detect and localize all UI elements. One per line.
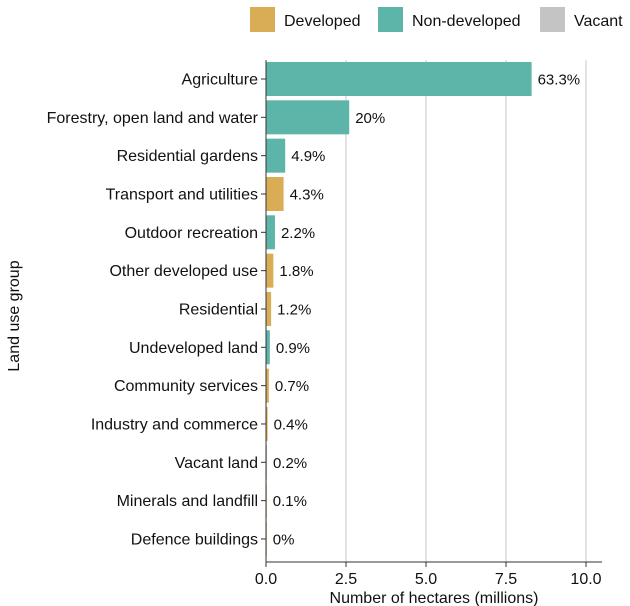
- bar-data-label: 1.2%: [277, 301, 311, 318]
- category-label: Community services: [114, 378, 258, 395]
- bar-community-services: [266, 368, 269, 403]
- axes: [261, 60, 602, 567]
- bar-data-label: 0.2%: [273, 455, 307, 472]
- category-label: Residential: [179, 301, 258, 318]
- legend-swatch: [378, 7, 403, 32]
- legend: Developed Non-developed Vacant: [250, 7, 623, 32]
- bar-transport-and-utilities: [266, 176, 284, 211]
- bar-data-label: 0.9%: [276, 340, 310, 357]
- bar-data-label: 0.7%: [275, 378, 309, 395]
- y-axis-title: Land use group: [6, 260, 23, 371]
- bar-undeveloped-land: [266, 330, 270, 365]
- bar-industry-and-commerce: [266, 406, 268, 441]
- category-label: Residential gardens: [117, 148, 258, 165]
- category-label: Minerals and landfill: [117, 493, 258, 510]
- category-label: Agriculture: [182, 72, 259, 89]
- bar-data-label: 2.2%: [281, 225, 315, 242]
- bar-data-label: 20%: [355, 110, 385, 127]
- bar-data-label: 0%: [273, 531, 295, 548]
- bar-residential-gardens: [266, 138, 286, 173]
- category-label: Vacant land: [175, 455, 258, 472]
- bar-agriculture: [266, 62, 532, 96]
- category-label: Transport and utilities: [106, 186, 258, 203]
- bar-data-label: 0.1%: [273, 493, 307, 510]
- category-label: Defence buildings: [131, 531, 258, 548]
- gridlines: [345, 60, 587, 562]
- x-tick-labels: 0.0 2.5 5.0 7.5 10.0: [255, 571, 602, 588]
- bar-data-label: 0.4%: [274, 416, 308, 433]
- bar-residential: [266, 291, 272, 326]
- category-label: Outdoor recreation: [125, 225, 258, 242]
- x-tick-label: 10.0: [570, 571, 601, 588]
- bar-data-label: 1.8%: [279, 263, 313, 280]
- bar-forestry-open-land-and-water: [266, 100, 350, 135]
- bar-outdoor-recreation: [266, 215, 275, 250]
- data-labels: 63.3% 20% 4.9% 4.3% 2.2% 1.8% 1.2% 0.9% 0.7% 0.4%…: [273, 72, 580, 549]
- bar-data-label: 63.3%: [538, 72, 581, 89]
- x-tick-label: 2.5: [335, 571, 357, 588]
- legend-label: Vacant: [574, 13, 623, 30]
- category-label: Undeveloped land: [129, 340, 258, 357]
- bar-data-label: 4.3%: [290, 186, 324, 203]
- category-label: Forestry, open land and water: [47, 110, 259, 127]
- category-label: Industry and commerce: [91, 416, 258, 433]
- x-tick-label: 7.5: [495, 571, 517, 588]
- legend-swatch: [250, 7, 275, 32]
- x-tick-label: 5.0: [415, 571, 437, 588]
- legend-label: Non-developed: [412, 13, 521, 30]
- x-tick-label: 0.0: [255, 571, 277, 588]
- category-label: Other developed use: [109, 263, 258, 280]
- legend-label: Developed: [284, 13, 361, 30]
- bar-other-developed-use: [266, 253, 274, 288]
- bars: [266, 62, 532, 556]
- category-labels: Agriculture Forestry, open land and water…: [47, 72, 259, 549]
- x-axis-title: Number of hectares (millions): [330, 590, 539, 606]
- legend-swatch: [540, 7, 565, 32]
- bar-data-label: 4.9%: [291, 148, 325, 165]
